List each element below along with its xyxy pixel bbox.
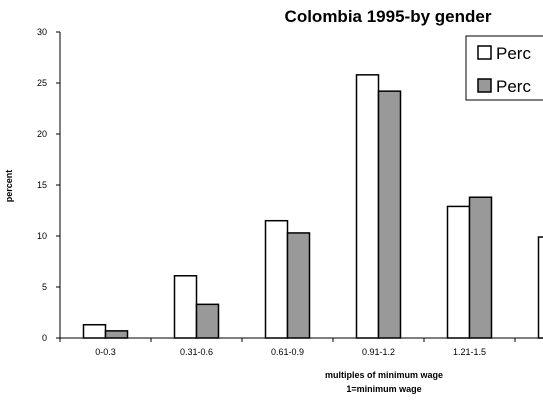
y-tick-label: 15 bbox=[37, 180, 47, 190]
x-tick-label: 0.91-1.2 bbox=[362, 347, 395, 357]
bar-series-1 bbox=[355, 74, 380, 339]
bar-series-1 bbox=[446, 205, 471, 339]
bar-series-2 bbox=[104, 330, 129, 339]
y-tick-label: 5 bbox=[42, 282, 47, 292]
bar-series-1 bbox=[173, 275, 198, 339]
bar-series-2 bbox=[286, 232, 311, 339]
bar-series-2 bbox=[195, 303, 220, 339]
chart-title: Colombia 1995-by gender bbox=[285, 7, 492, 26]
x-tick-label: 0.61-0.9 bbox=[271, 347, 304, 357]
legend-swatch-series-1 bbox=[477, 45, 492, 60]
bar-series-2 bbox=[377, 90, 402, 339]
x-axis-label-line2: 1=minimum wage bbox=[346, 384, 421, 394]
bar-series-2 bbox=[468, 196, 493, 339]
y-tick-label: 10 bbox=[37, 231, 47, 241]
legend-label-series-1: Perc bbox=[496, 44, 531, 63]
y-tick-label: 30 bbox=[37, 27, 47, 37]
legend: Perc Perc bbox=[465, 35, 543, 101]
y-tick-label: 0 bbox=[42, 333, 47, 343]
x-tick-label: 0-0.3 bbox=[95, 347, 116, 357]
x-axis-label-line1: multiples of minimum wage bbox=[325, 370, 443, 380]
y-tick-label: 20 bbox=[37, 129, 47, 139]
legend-label-series-2: Perc bbox=[496, 77, 531, 96]
bar-series-1 bbox=[82, 323, 107, 339]
x-tick-label: 0.31-0.6 bbox=[180, 347, 213, 357]
plot-area: 0 5 10 15 20 25 30 0-0.3 0.31-0.6 0.61-0.9 0.91-1.… bbox=[37, 27, 543, 357]
y-tick-label: 25 bbox=[37, 78, 47, 88]
x-tick-label: 1.21-1.5 bbox=[453, 347, 486, 357]
bar-series-1 bbox=[264, 219, 289, 339]
legend-swatch-series-2 bbox=[477, 78, 492, 93]
bar-series-1 bbox=[537, 236, 543, 339]
y-axis-label: percent bbox=[4, 170, 14, 203]
